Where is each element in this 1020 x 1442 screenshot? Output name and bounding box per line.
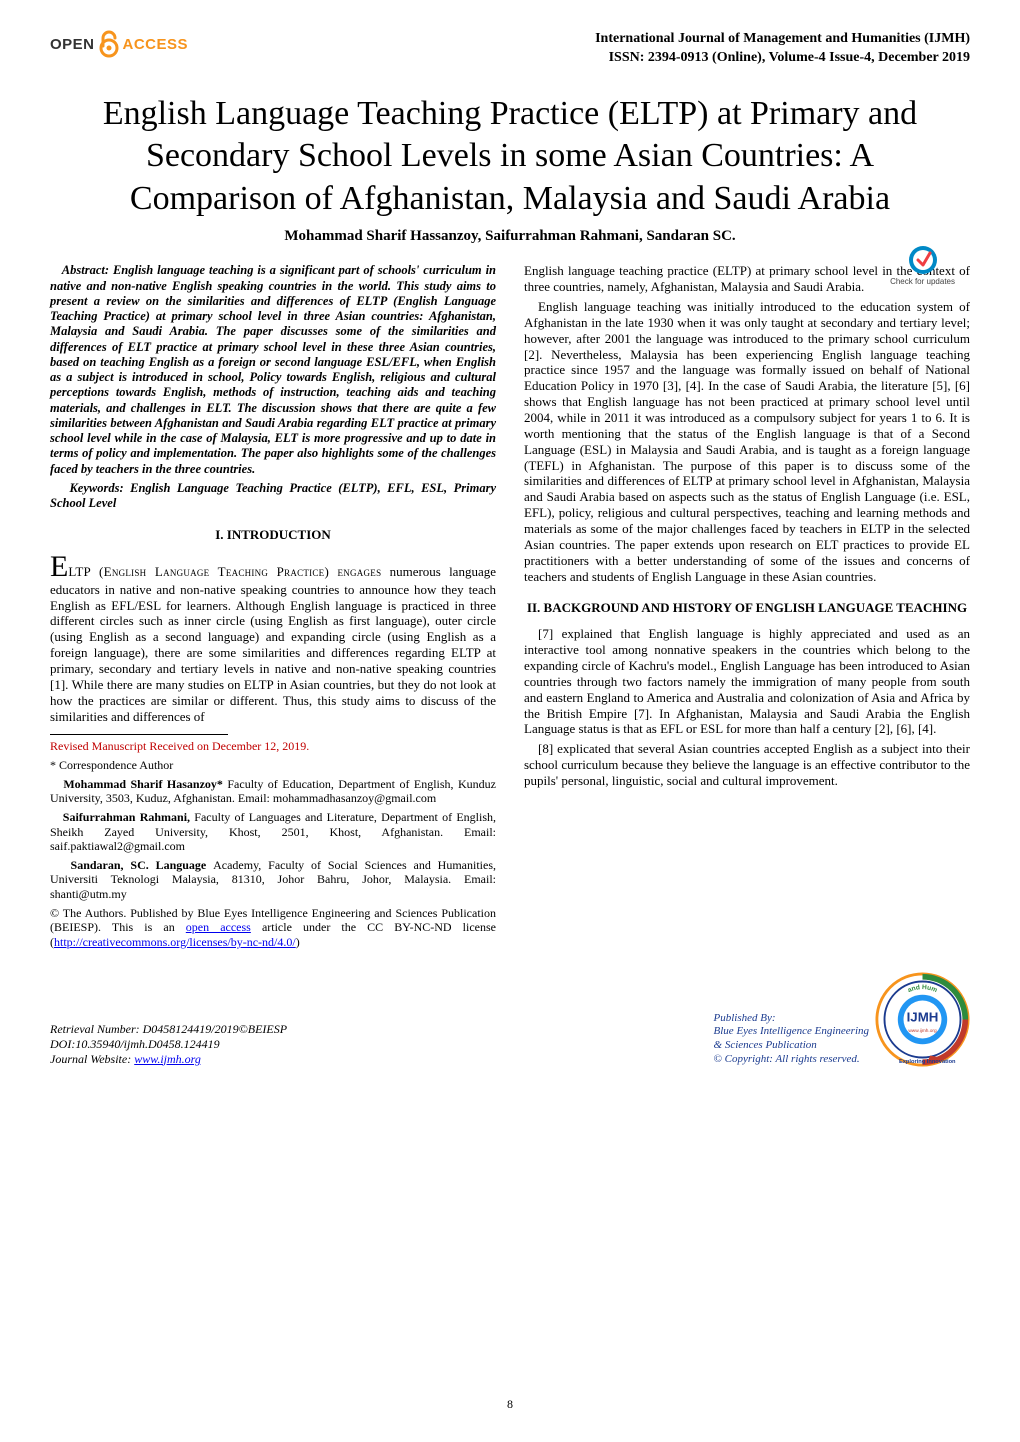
retrieval-number: Retrieval Number: D0458124419/2019©BEIES… <box>50 1022 287 1037</box>
affiliation-3: Sandaran, SC. Language Academy, Faculty … <box>50 858 496 902</box>
left-column: Abstract: English language teaching is a… <box>50 263 496 953</box>
footer-right-block: Published By: Blue Eyes Intelligence Eng… <box>714 972 970 1067</box>
footnote-separator <box>50 734 228 735</box>
section-heading-background: II. BACKGROUND AND HISTORY OF ENGLISH LA… <box>524 600 970 616</box>
publisher-logo: IJMH www.ijmh.org Exploring Innovation a… <box>875 972 970 1067</box>
logo-ijmh-text: IJMH <box>907 1009 939 1024</box>
abstract-label: Abstract: <box>62 263 109 277</box>
section-heading-introduction: I. INTRODUCTION <box>50 527 496 543</box>
authors-line: Mohammad Sharif Hassanzoy, Saifurrahman … <box>50 228 970 245</box>
footer-left-block: Retrieval Number: D0458124419/2019©BEIES… <box>50 1022 287 1067</box>
correspondence-author-label: * Correspondence Author <box>50 758 496 773</box>
journal-header-block: International Journal of Management and … <box>595 30 970 68</box>
check-updates-icon <box>908 245 938 275</box>
journal-website-link[interactable]: www.ijmh.org <box>134 1052 201 1066</box>
logo-tagline: Exploring Innovation <box>899 1059 956 1065</box>
intro-dropcap: E <box>50 550 68 583</box>
intro-first-line-rest: LTP (English Language Teaching Practice)… <box>68 564 381 579</box>
open-access-access-text: ACCESS <box>123 36 189 53</box>
right-column: English language teaching practice (ELTP… <box>524 263 970 953</box>
svg-text:and Hum: and Hum <box>907 984 938 994</box>
affiliation-3-name: Sandaran, SC. Language <box>71 858 214 872</box>
page-number: 8 <box>0 1397 1020 1412</box>
paper-title: English Language Teaching Practice (ELTP… <box>50 93 970 221</box>
doi-line: DOI:10.35940/ijmh.D0458.124419 <box>50 1037 287 1052</box>
published-by-line3: © Copyright: All rights reserved. <box>714 1053 869 1067</box>
page-footer: Retrieval Number: D0458124419/2019©BEIES… <box>50 972 970 1067</box>
abstract-text: English language teaching is a significa… <box>50 263 496 475</box>
license-paragraph: © The Authors. Published by Blue Eyes In… <box>50 906 496 950</box>
revised-date: Revised Manuscript Received on December … <box>50 739 496 754</box>
open-access-link[interactable]: open access <box>186 920 251 934</box>
open-access-open-text: OPEN <box>50 36 95 53</box>
journal-website-label: Journal Website: <box>50 1052 134 1066</box>
published-by-line2: & Sciences Publication <box>714 1039 869 1053</box>
affiliation-2-name: Saifurrahman Rahmani, <box>63 810 190 824</box>
journal-name: International Journal of Management and … <box>595 30 970 49</box>
intro-body: numerous language educators in native an… <box>50 564 496 723</box>
abstract-paragraph: Abstract: English language teaching is a… <box>50 263 496 477</box>
cc-license-link[interactable]: http://creativecommons.org/licenses/by-n… <box>54 935 296 949</box>
body-columns: Abstract: English language teaching is a… <box>50 263 970 953</box>
license-post: ) <box>296 935 300 949</box>
affiliation-2: Saifurrahman Rahmani, Faculty of Languag… <box>50 810 496 854</box>
published-by-label: Published By: <box>714 1012 869 1026</box>
affiliation-1: Mohammad Sharif Hasanzoy* Faculty of Edu… <box>50 777 496 806</box>
published-by-block: Published By: Blue Eyes Intelligence Eng… <box>714 1012 869 1067</box>
open-access-lock-icon <box>98 30 120 58</box>
col2-paragraph-2: English language teaching was initially … <box>524 299 970 584</box>
check-updates-label: Check for updates <box>890 277 955 286</box>
page-header: OPEN ACCESS International Journal of Man… <box>50 30 970 68</box>
background-paragraph-2: [8] explicated that several Asian countr… <box>524 741 970 789</box>
logo-url-text: www.ijmh.org <box>908 1027 937 1033</box>
published-by-line1: Blue Eyes Intelligence Engineering <box>714 1025 869 1039</box>
keywords-label: Keywords: <box>69 481 123 495</box>
open-access-badge: OPEN ACCESS <box>50 30 188 58</box>
check-for-updates-badge[interactable]: Check for updates <box>890 245 955 286</box>
keywords-paragraph: Keywords: English Language Teaching Prac… <box>50 481 496 512</box>
intro-first-paragraph: ELTP (English Language Teaching Practice… <box>50 553 496 724</box>
journal-website-line: Journal Website: www.ijmh.org <box>50 1052 287 1067</box>
publisher-logo-icon: IJMH www.ijmh.org Exploring Innovation a… <box>875 972 970 1067</box>
affiliation-1-name: Mohammad Sharif Hasanzoy* <box>63 777 223 791</box>
background-paragraph-1: [7] explained that English language is h… <box>524 626 970 737</box>
journal-issn-issue: ISSN: 2394-0913 (Online), Volume-4 Issue… <box>595 49 970 68</box>
